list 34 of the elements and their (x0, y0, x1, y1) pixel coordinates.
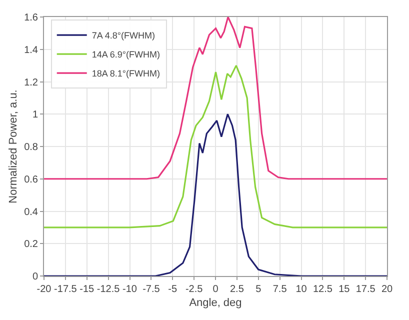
y-tick-label: 1.2 (24, 77, 38, 88)
x-tick-label: -5 (168, 284, 178, 295)
x-tick-label: -2.5 (185, 284, 204, 295)
y-tick-label: 0.6 (24, 174, 38, 186)
y-tick-label: 1 (32, 110, 38, 121)
y-axis-title: Normalized Power, a.u. (8, 90, 20, 204)
x-tick-label: 15 (338, 284, 350, 295)
y-tick-label: 0 (32, 272, 38, 282)
y-tick-label: 0.4 (24, 206, 38, 218)
x-tick-label: 5 (256, 284, 262, 295)
x-tick-label: -12.5 (96, 284, 120, 295)
x-tick-label: 0 (212, 284, 219, 295)
x-tick-label: 10 (296, 284, 308, 295)
x-axis-title: Angle, deg (189, 297, 242, 310)
line-series (44, 113, 387, 276)
y-tick-label: 1.6 (24, 12, 38, 24)
x-tick-label: 2.5 (230, 284, 244, 295)
x-tick-label: -7.5 (142, 284, 160, 295)
legend-label: 18A 8.1°(FWHM) (92, 68, 160, 79)
x-tick-label: 12.5 (312, 284, 333, 295)
legend-label: 14A 6.9°(FWHM) (92, 50, 160, 60)
y-tick-label: 0.2 (24, 239, 38, 250)
x-tick-label: -17.5 (54, 284, 78, 295)
x-tick-label: -20 (36, 284, 52, 295)
y-tick-label: 0.8 (24, 142, 38, 153)
x-tick-label: 20 (381, 284, 393, 295)
line-series (44, 17, 387, 180)
x-tick-label: -10 (122, 284, 138, 295)
x-tick-label: -15 (80, 284, 95, 295)
x-tick-label: 17.5 (356, 284, 376, 295)
line-series (44, 64, 387, 228)
y-tick-label: 1.4 (24, 44, 38, 56)
x-tick-label: 7.5 (272, 284, 288, 295)
legend-label: 7A 4.8°(FWHM) (92, 30, 155, 41)
